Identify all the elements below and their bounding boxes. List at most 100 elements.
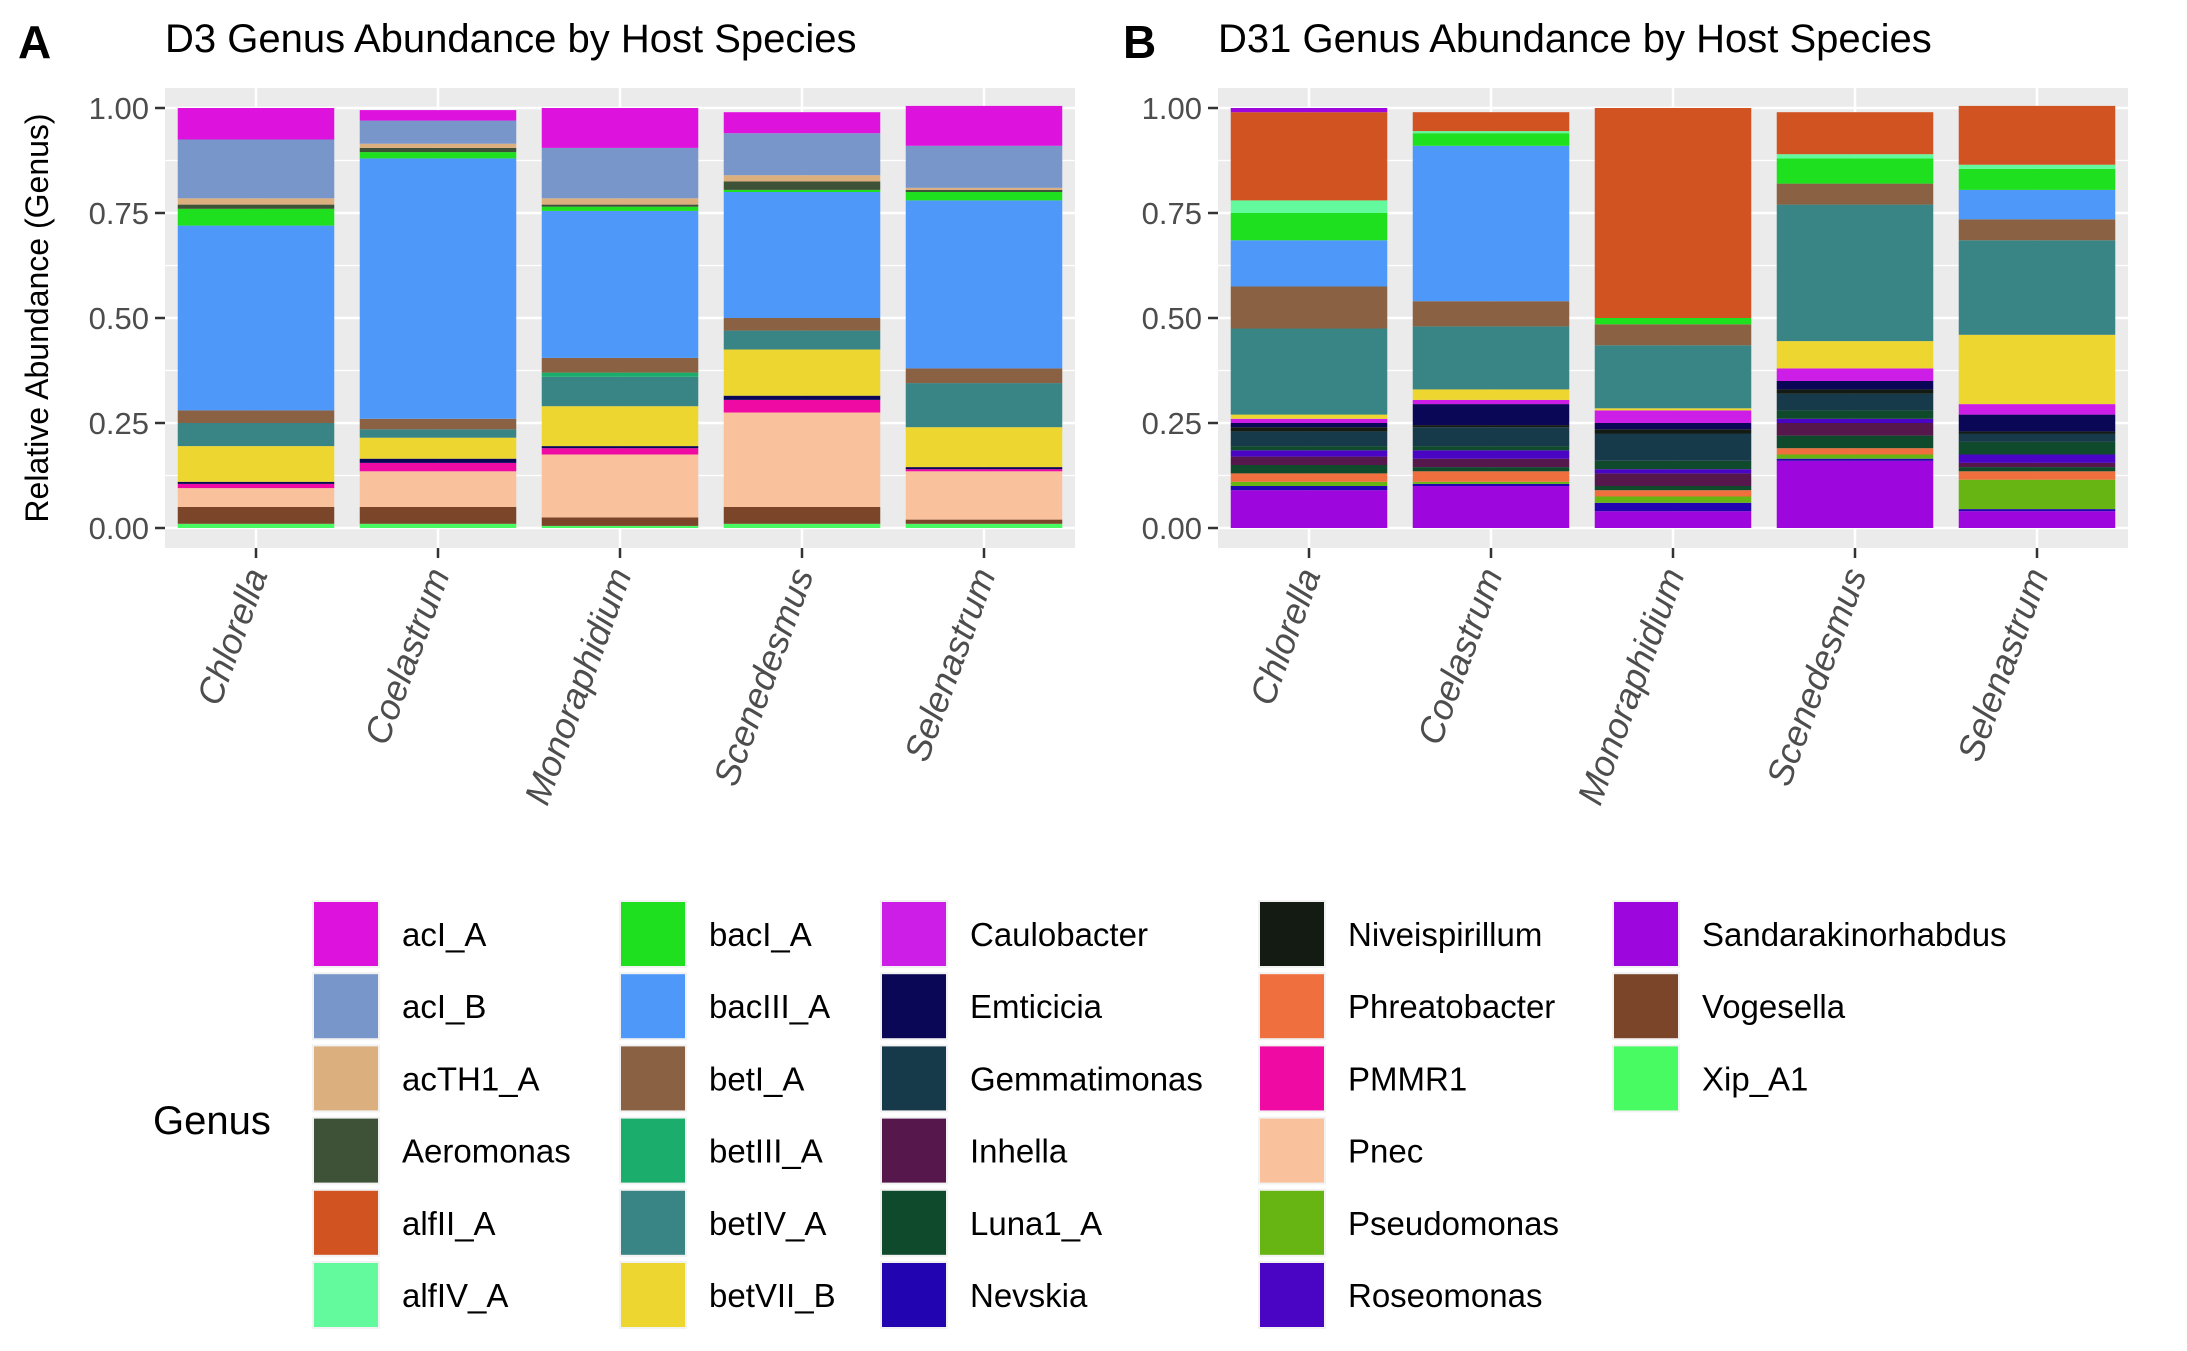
panel-a-bar-chlorella-betvii-b	[177, 446, 335, 482]
legend-item-aci-a: acI_A	[312, 900, 486, 968]
legend-label: Gemmatimonas	[970, 1060, 1203, 1097]
panel-b-bar-monoraphidium-sandarakinorhabdus	[1594, 511, 1752, 528]
panel-b: B D31 Genus Abundance by Host Species 0.…	[1123, 16, 2128, 810]
panel-b-bar-coelastrum-luna1-a	[1412, 446, 1570, 451]
y-axis-label: Relative Abundance (Genus)	[19, 113, 55, 522]
legend-label: betIV_A	[709, 1205, 826, 1242]
panel-a-bar-monoraphidium-pmmr1	[541, 448, 699, 455]
panel-a-bar-coelastrum-aeromonas	[359, 147, 517, 153]
panel-b-bar-scenedesmus-betvii-b	[1776, 341, 1934, 369]
panel-a-x-axis: Chlorella Coelastrum Monoraphidium Scenedes…	[188, 548, 1004, 810]
legend-swatch	[1614, 1046, 1678, 1111]
panel-b-bar-chlorella-luna1-a	[1230, 446, 1388, 451]
legend-swatch	[621, 902, 685, 966]
panel-a-x-tick-label-coelastrum: Coelastrum	[356, 563, 457, 750]
panel-b-bar-selenastrum-luna1-a	[1958, 467, 2116, 472]
panel-b-y-tick-label: 0.75	[1142, 196, 1202, 231]
panel-a-y-tick-label: 0.00	[89, 511, 149, 546]
legend-item-betiv-a: betIV_A	[619, 1188, 826, 1257]
panel-b-bar-scenedesmus-caulobacter	[1776, 368, 1934, 381]
panel-b-bar-selenastrum-sandarakinorhabdus	[1958, 511, 2116, 528]
panel-a-bar-coelastrum-acth1-a	[359, 143, 517, 148]
panel-b-bar-scenedesmus-alfii-a	[1776, 112, 1934, 155]
panel-b-bar-scenedesmus-luna1-a	[1776, 410, 1934, 419]
panel-a-bar-selenastrum-aci-a	[905, 105, 1063, 146]
panel-b-bar-monoraphidium-pseudomonas	[1594, 496, 1752, 503]
panel-a-bar-selenastrum-vogesella	[905, 519, 1063, 524]
panel-a-bar-chlorella-baciii-a	[177, 225, 335, 411]
panel-b-bar-coelastrum-luna1-a	[1412, 467, 1570, 472]
panel-b-x-tick-label-scenedesmus: Scenedesmus	[1758, 563, 1875, 791]
panel-b-bar-chlorella-roseomonas	[1230, 450, 1388, 457]
panel-a-bar-scenedesmus-aci-a	[723, 112, 881, 134]
panel-a-bar-chlorella-aci-a	[177, 108, 335, 140]
panel-a-bar-coelastrum-pmmr1	[359, 462, 517, 472]
panel-a-bar-selenastrum-pmmr1	[905, 469, 1063, 472]
legend-label: alfII_A	[402, 1205, 496, 1242]
legend: Genus acI_A acI_B acTH1_A Aeromonas alfII_Aa…	[153, 900, 2007, 1329]
panel-a-bar-scenedesmus-xip-a1	[723, 523, 881, 528]
panel-b-bar-coelastrum-niveispirillum	[1412, 425, 1570, 428]
panel-a-bar-scenedesmus-betvii-b	[723, 349, 881, 396]
legend-label: Aeromonas	[402, 1133, 571, 1170]
panel-b-bar-selenastrum-nevskia	[1958, 509, 2116, 512]
panel-b-bar-chlorella-alfiv-a	[1230, 200, 1388, 213]
legend-label: betIII_A	[709, 1133, 823, 1170]
panel-b-x-tick-label-coelastrum: Coelastrum	[1409, 563, 1510, 750]
panel-a-bar-coelastrum-beti-a	[359, 418, 517, 430]
legend-item-betiii-a: betIII_A	[619, 1116, 823, 1185]
panel-a-bar-coelastrum-baciii-a	[359, 158, 517, 419]
panel-b-bar-selenastrum-betvii-b	[1958, 334, 2116, 405]
panel-b-bar-scenedesmus-gemmatimonas	[1776, 393, 1934, 411]
panel-b-x-tick-label-selenastrum: Selenastrum	[1949, 563, 2057, 767]
legend-label: Caulobacter	[970, 916, 1148, 953]
legend-swatch	[1260, 974, 1324, 1039]
panel-a-bar-coelastrum-pnec	[359, 471, 517, 507]
panel-a-bar-selenastrum-beti-a	[905, 368, 1063, 384]
legend-swatch	[1260, 1046, 1324, 1111]
legend-swatch	[882, 1263, 946, 1327]
panel-a-bar-scenedesmus-baciii-a	[723, 192, 881, 318]
panel-a-bar-selenastrum-baci-a	[905, 192, 1063, 201]
panel-b-bar-coelastrum-caulobacter	[1412, 399, 1570, 405]
legend-item-betvii-b: betVII_B	[619, 1261, 836, 1329]
panel-b-y-axis: 0.00 0.25 0.50 0.75 1.00	[1142, 91, 1218, 546]
legend-swatch	[314, 1118, 378, 1183]
panel-b-bar-selenastrum-betiv-a	[1958, 240, 2116, 335]
panel-b-bar-selenastrum-pseudomonas	[1958, 479, 2116, 510]
panel-a-bar-selenastrum-emticicia	[905, 467, 1063, 470]
panel-b-bar-monoraphidium-nevskia	[1594, 502, 1752, 512]
panel-a-y-tick-label: 0.75	[89, 196, 149, 231]
legend-swatch	[1614, 902, 1678, 966]
panel-a-bar-coelastrum-betvii-b	[359, 437, 517, 459]
panel-b-y-tick-label: 0.25	[1142, 406, 1202, 441]
legend-item-phreatobacter: Phreatobacter	[1258, 972, 1555, 1041]
panel-b-bar-scenedesmus-roseomonas	[1776, 418, 1934, 423]
legend-items: acI_A acI_B acTH1_A Aeromonas alfII_A alfIV_A…	[312, 900, 2007, 1329]
panel-b-bar-coelastrum-roseomonas	[1412, 450, 1570, 459]
panel-b-bar-chlorella-alfii-a	[1230, 112, 1388, 201]
legend-item-emticicia: Emticicia	[880, 972, 1103, 1041]
panel-b-bar-coelastrum-sandarakinorhabdus	[1412, 486, 1570, 528]
panel-a-bar-chlorella-betiv-a	[177, 423, 335, 447]
panel-b-bar-monoraphidium-gemmatimonas	[1594, 433, 1752, 461]
panel-b-bar-selenastrum-alfii-a	[1958, 105, 2116, 165]
panel-a-bar-monoraphidium-aeromonas	[541, 204, 699, 207]
panel-a-letter: A	[18, 16, 51, 68]
legend-item-inhella: Inhella	[880, 1116, 1068, 1185]
legend-item-baci-a: bacI_A	[619, 900, 812, 968]
legend-item-nevskia: Nevskia	[880, 1261, 1088, 1329]
panel-a-bar-scenedesmus-vogesella	[723, 507, 881, 524]
legend-item-gemmatimonas: Gemmatimonas	[880, 1044, 1203, 1113]
legend-label: Vogesella	[1702, 988, 1846, 1025]
legend-item-baciii-a: bacIII_A	[619, 972, 830, 1041]
panel-b-y-tick-label: 0.00	[1142, 511, 1202, 546]
legend-item-alfii-a: alfII_A	[312, 1188, 496, 1257]
legend-label: acTH1_A	[402, 1060, 540, 1097]
panel-b-y-tick-label: 0.50	[1142, 301, 1202, 336]
panel-b-bar-scenedesmus-niveispirillum	[1776, 389, 1934, 394]
legend-swatch	[1260, 1190, 1324, 1255]
panel-b-bar-selenastrum-gemmatimonas	[1958, 433, 2116, 442]
panel-b-bar-coelastrum-pseudomonas	[1412, 481, 1570, 484]
panel-b-bar-scenedesmus-phreatobacter	[1776, 448, 1934, 455]
